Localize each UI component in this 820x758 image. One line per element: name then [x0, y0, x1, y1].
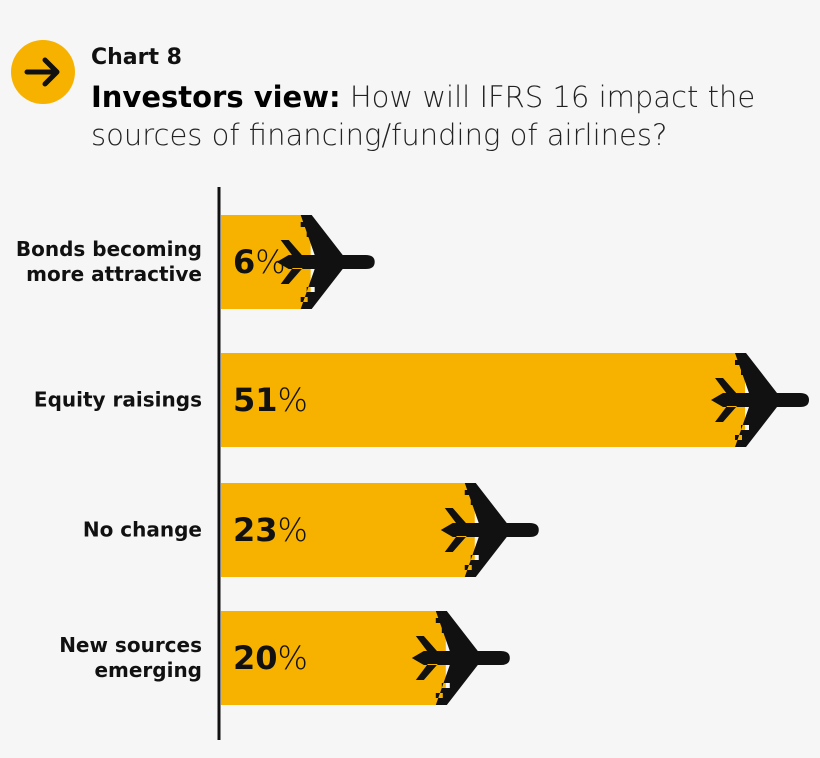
- category-label: New sources emerging: [59, 633, 202, 682]
- category-label: Bonds becoming more attractive: [15, 237, 202, 286]
- bar: [221, 611, 446, 705]
- value-label: 51%: [233, 381, 308, 419]
- subtitle: How will IFRS 16 impact the sources of f…: [91, 80, 756, 152]
- plane-icon: [411, 611, 510, 705]
- title-lead: Investors view:: [91, 80, 341, 114]
- plane-icon: [276, 215, 375, 309]
- chart-title: Investors view: How will IFRS 16 impact …: [91, 78, 791, 154]
- plane-icon: [440, 483, 539, 577]
- plane-icon: [711, 353, 809, 447]
- bar: [221, 353, 745, 447]
- category-label: No change: [82, 517, 202, 542]
- value-label: 23%: [233, 511, 308, 549]
- arrow-icon: [24, 57, 60, 87]
- value-label: 6%: [233, 243, 286, 281]
- chart-label: Chart 8: [91, 45, 182, 70]
- bar: [221, 483, 475, 577]
- category-label: Equity raisings: [33, 387, 202, 412]
- value-label: 20%: [233, 639, 308, 677]
